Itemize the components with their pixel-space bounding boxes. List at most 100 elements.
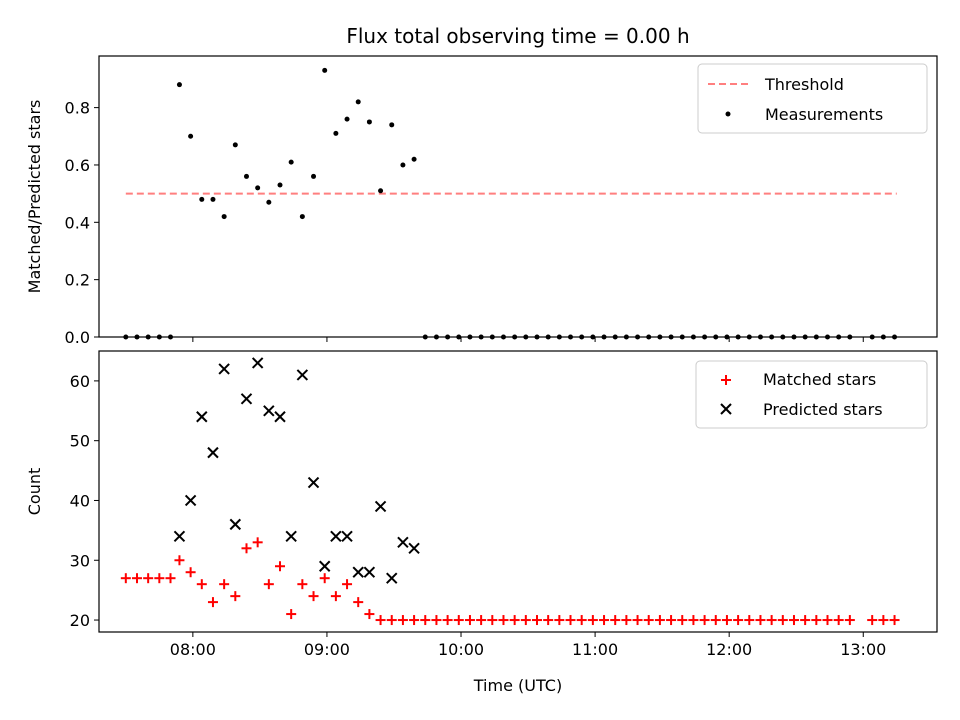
measurement-point: [333, 130, 339, 136]
predicted-point: [330, 530, 342, 543]
matched-point: [386, 615, 397, 626]
predicted-point: [408, 542, 420, 555]
matched-point: [487, 615, 498, 626]
count-panel: 08:00 09:00 10:00 11:00 12:00 13:00 20 30 40 50 60…: [25, 350, 938, 659]
matched-point: [131, 573, 142, 584]
matched-point: [867, 615, 878, 626]
matched-point: [342, 579, 353, 590]
predicted-point: [285, 530, 297, 543]
measurement-point: [199, 196, 205, 202]
y-tick-label: 0.2: [65, 271, 90, 290]
matched-point: [143, 573, 154, 584]
x-tick-label: 08:00: [170, 640, 216, 659]
matched-point: [196, 579, 207, 590]
measurement-point: [344, 116, 350, 122]
measurement-point: [288, 159, 294, 165]
matched-point: [777, 615, 788, 626]
matched-point: [587, 615, 598, 626]
matched-point: [565, 615, 576, 626]
measurement-point: [188, 133, 194, 139]
predicted-legend-label: Predicted stars: [763, 400, 883, 419]
y-tick-label: 20: [70, 611, 90, 630]
matched-point: [576, 615, 587, 626]
matched-point: [878, 615, 889, 626]
matched-point: [744, 615, 755, 626]
matched-point: [353, 597, 364, 608]
measurement-point: [243, 173, 249, 179]
ratio-axes-frame: [98, 55, 938, 338]
ratio-marks: [123, 67, 898, 340]
predicted-point: [397, 536, 409, 549]
chart-title: Flux total observing time = 0.00 h: [346, 24, 689, 48]
y-tick-label: 30: [70, 551, 90, 570]
matched-point: [889, 615, 900, 626]
matched-legend-label: Matched stars: [763, 370, 876, 389]
predicted-point: [274, 411, 286, 423]
count-axis-ticks: 08:00 09:00 10:00 11:00 12:00 13:00 20 30 40 50 60: [70, 372, 887, 659]
predicted-point: [240, 393, 253, 405]
matched-point: [800, 615, 811, 626]
matched-point: [297, 579, 308, 590]
measurements-legend-label: Measurements: [765, 105, 883, 124]
x-tick-label: 13:00: [840, 640, 886, 659]
measurement-point: [400, 162, 406, 168]
y-tick-label: 50: [70, 432, 90, 451]
matched-point: [509, 615, 520, 626]
matched-point: [643, 615, 654, 626]
predicted-point: [263, 405, 275, 417]
measurement-point: [277, 182, 283, 188]
y-tick-label: 0.8: [65, 99, 90, 118]
measurement-point: [378, 188, 384, 194]
matched-point: [263, 579, 274, 590]
matched-point: [420, 615, 431, 626]
x-tick-label: 12:00: [706, 640, 752, 659]
matched-point: [120, 573, 131, 584]
predicted-point: [386, 572, 398, 584]
matched-point: [476, 615, 487, 626]
ratio-axis-ticks: 0.0 0.2 0.4 0.6 0.8: [65, 99, 864, 347]
matched-point: [599, 615, 610, 626]
predicted-point: [296, 369, 309, 381]
matched-point: [733, 615, 744, 626]
matched-point: [275, 561, 286, 572]
matched-point: [844, 615, 855, 626]
matched-point: [375, 615, 386, 626]
matched-point: [632, 615, 643, 626]
measurement-point: [210, 196, 216, 202]
count-y-axis-label: Count: [25, 468, 44, 516]
count-axes-frame: [98, 350, 938, 633]
y-tick-label: 60: [70, 372, 90, 391]
predicted-point: [341, 530, 353, 543]
predicted-point: [318, 560, 331, 572]
matched-point: [610, 615, 621, 626]
matched-point: [319, 573, 330, 584]
count-marks: [120, 357, 900, 626]
matched-point: [442, 615, 453, 626]
count-legend-box: [695, 360, 928, 429]
predicted-point: [173, 530, 186, 543]
predicted-point: [196, 411, 208, 423]
matched-point: [766, 615, 777, 626]
y-tick-label: 0.0: [65, 328, 90, 347]
count-legend: Matched stars Predicted stars: [695, 360, 928, 429]
measurement-point: [366, 119, 372, 125]
matched-point: [822, 615, 833, 626]
measurement-point: [389, 122, 395, 128]
threshold-legend-label: Threshold: [764, 75, 844, 94]
matched-point: [464, 615, 475, 626]
y-tick-label: 0.6: [65, 156, 90, 175]
matched-point: [364, 609, 375, 620]
predicted-point: [374, 500, 387, 513]
matched-point: [453, 615, 464, 626]
matched-point: [710, 615, 721, 626]
measurement-point: [255, 185, 261, 191]
matched-point: [811, 615, 822, 626]
matched-point: [308, 591, 319, 602]
matched-point: [252, 537, 263, 548]
matched-point: [207, 597, 218, 608]
matched-point: [677, 615, 688, 626]
measurement-point: [355, 99, 361, 105]
measurement-point: [322, 67, 328, 73]
matched-point: [688, 615, 699, 626]
